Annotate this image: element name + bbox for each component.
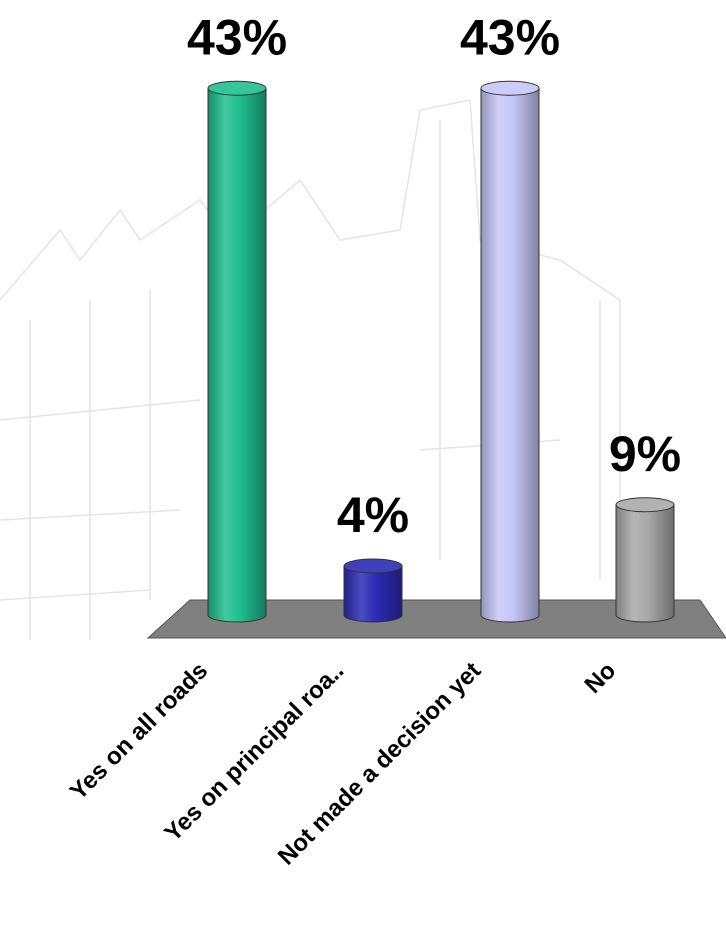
bar bbox=[208, 88, 266, 615]
bar-top bbox=[480, 80, 540, 96]
bar bbox=[344, 566, 402, 615]
x-tick-label: Yes on all roads bbox=[65, 657, 213, 805]
bar bbox=[616, 504, 674, 615]
bar-outline bbox=[207, 88, 267, 615]
bar-outline bbox=[480, 88, 540, 615]
bar-outline bbox=[615, 504, 675, 615]
value-label: 9% bbox=[609, 426, 681, 482]
bar-top bbox=[343, 558, 403, 574]
bar bbox=[481, 88, 539, 615]
value-label: 43% bbox=[187, 9, 287, 65]
value-label: 43% bbox=[460, 9, 560, 65]
bar-top bbox=[615, 497, 675, 513]
value-label: 4% bbox=[337, 487, 409, 543]
bar-outline bbox=[343, 566, 403, 615]
bar-top bbox=[207, 80, 267, 96]
x-tick-label: No bbox=[580, 657, 622, 699]
